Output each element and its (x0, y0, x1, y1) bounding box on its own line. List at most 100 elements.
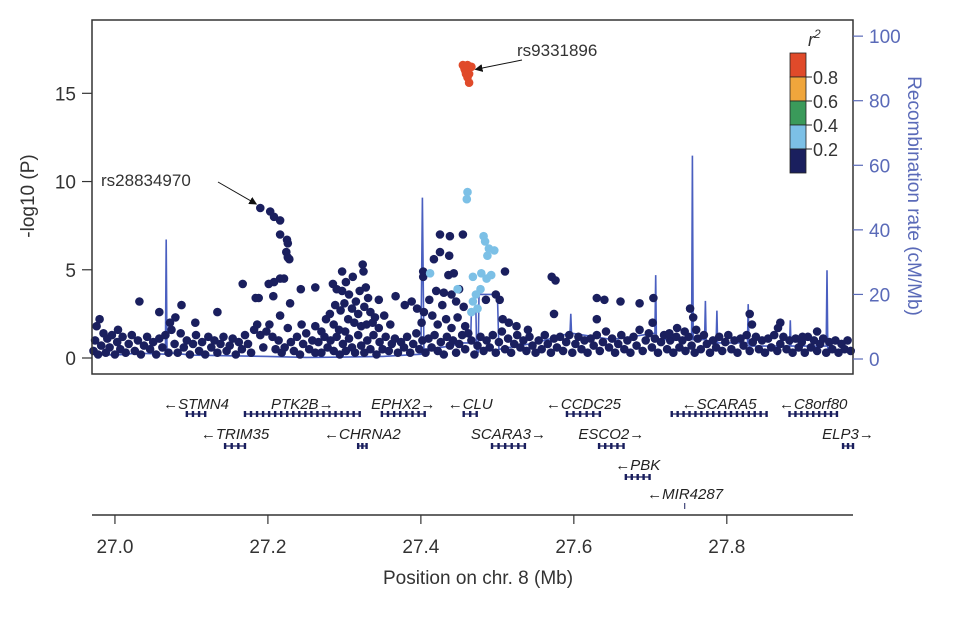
snp-point-low-ld (773, 323, 783, 333)
snp-point-low-ld (219, 332, 228, 342)
snp-point-low-ld (90, 336, 100, 345)
y-tick-label: 15 (55, 84, 76, 105)
gene-exon (597, 443, 601, 449)
snp-point-low-ld (430, 330, 439, 340)
snp-point-low-ld (503, 334, 513, 343)
snp-point-low-ld (118, 332, 127, 342)
gene-exon (510, 443, 513, 449)
snp-point-low-ld (332, 332, 342, 342)
snp-point-low-ld (155, 307, 164, 317)
gene-track: ←STMN4 PTK2B→ EPHX2→ ←CLU ←CCDC25 ←SCARA5 ←C8o… (163, 396, 874, 509)
snp-point-low-ld (151, 350, 161, 359)
snp-point-low-ld (375, 337, 384, 347)
snp-point-low-ld (638, 346, 647, 356)
snp-point-high-ld (464, 78, 474, 87)
snp-point-low-ld (641, 336, 650, 345)
snp-point-low-ld (167, 325, 176, 335)
snp-point-low-ld (444, 251, 454, 260)
snp-point-low-ld (405, 348, 415, 358)
snp-point-low-ld (165, 318, 175, 328)
snp-point-low-ld (113, 325, 123, 335)
x-tick-label: 27.8 (708, 537, 745, 558)
snp-point-low-ld (441, 314, 451, 324)
y-tick-label: 5 (65, 261, 76, 282)
snp-point-low-ld (435, 230, 445, 239)
snp-point-low-ld (275, 230, 285, 239)
snp-point-low-ld (537, 344, 546, 354)
snp-point-low-ld (412, 329, 421, 338)
gene-trim35: ←TRIM35 (201, 426, 270, 449)
snp-point-low-ld (124, 339, 133, 349)
snp-point-low-ld (610, 348, 620, 358)
gene-exon (741, 411, 745, 417)
snp-point-ld-0.2-0.4 (486, 270, 496, 280)
gene-scara5: ←SCARA5 (670, 396, 768, 417)
snp-point-low-ld (604, 343, 614, 352)
snp-point-low-ld (107, 330, 117, 340)
snp-point-low-ld (705, 348, 715, 358)
snp-point-low-ld (337, 267, 347, 276)
legend-tick-label: 0.8 (813, 68, 838, 88)
snp-point-low-ld (733, 348, 742, 358)
snp-point-ld-0.2-0.4 (476, 284, 485, 294)
snp-point-low-ld (724, 330, 733, 340)
snp-point-low-ld (314, 337, 323, 347)
snp-point-low-ld (158, 343, 167, 352)
gene-exon (603, 443, 607, 449)
legend: r2 0.8 0.6 0.4 0.2 (789, 27, 838, 174)
gene-exon (759, 411, 762, 417)
snp-point-low-ld (555, 332, 565, 342)
snp-point-low-ld (142, 332, 152, 342)
snp-point-low-ld (145, 344, 155, 354)
snp-point-low-ld (534, 336, 543, 345)
snp-point-low-ld (340, 299, 349, 308)
snp-point-low-ld (369, 330, 378, 340)
gene-exon (380, 411, 384, 417)
snp-point-low-ld (317, 348, 326, 358)
y-tick-label: 10 (55, 173, 76, 194)
gene-exon (578, 411, 582, 417)
snp-point-low-ld (571, 339, 580, 349)
snp-point-low-ld (297, 320, 306, 329)
snp-point-low-ld (419, 307, 429, 317)
snp-point-low-ld (678, 336, 687, 345)
gene-exon (462, 411, 465, 417)
snp-point-low-ld (269, 291, 278, 301)
snp-point-low-ld (412, 304, 422, 313)
snp-point-low-ld (399, 343, 409, 352)
snp-point-low-ld (311, 348, 320, 358)
gene-exon (185, 411, 189, 417)
snp-point-low-ld (451, 348, 461, 358)
snp-point-ld-0.2-0.4 (468, 297, 478, 306)
snp-point-low-ld (283, 239, 293, 248)
snp-point-low-ld (607, 334, 617, 343)
snp-point-low-ld (644, 329, 654, 338)
snp-point-low-ld (280, 343, 290, 352)
snp-point-low-ld (355, 286, 365, 296)
snp-point-low-ld (459, 302, 469, 312)
snp-point-low-ld (592, 330, 602, 340)
snp-point-low-ld (439, 288, 449, 298)
legend-swatch (789, 76, 807, 102)
gene-label: ←STMN4 (163, 396, 229, 413)
snp-point-low-ld (321, 314, 331, 324)
snp-point-low-ld (400, 300, 410, 310)
gene-exon (572, 411, 575, 417)
snp-point-low-ld (454, 339, 464, 349)
snp-point-low-ld (338, 339, 348, 349)
gene-exon (630, 474, 633, 480)
snp-point-low-ld (136, 350, 146, 359)
gene-scara3: SCARA3→ (471, 426, 546, 449)
gene-exon (197, 411, 201, 417)
gene-exon (243, 443, 247, 449)
snp-point-low-ld (344, 334, 354, 343)
left-axis-label: -log10 (P) (18, 154, 39, 237)
gene-ccdc25: ←CCDC25 (546, 396, 622, 417)
gene-label: ←SCARA5 (682, 396, 758, 413)
snp-point-low-ld (525, 332, 534, 342)
gene-esco2: ESCO2→ (578, 426, 644, 449)
annotation-label: rs9331896 (517, 41, 597, 60)
snp-point-low-ld (95, 314, 104, 324)
gene-exon (249, 411, 253, 417)
snp-point-low-ld (161, 330, 170, 340)
